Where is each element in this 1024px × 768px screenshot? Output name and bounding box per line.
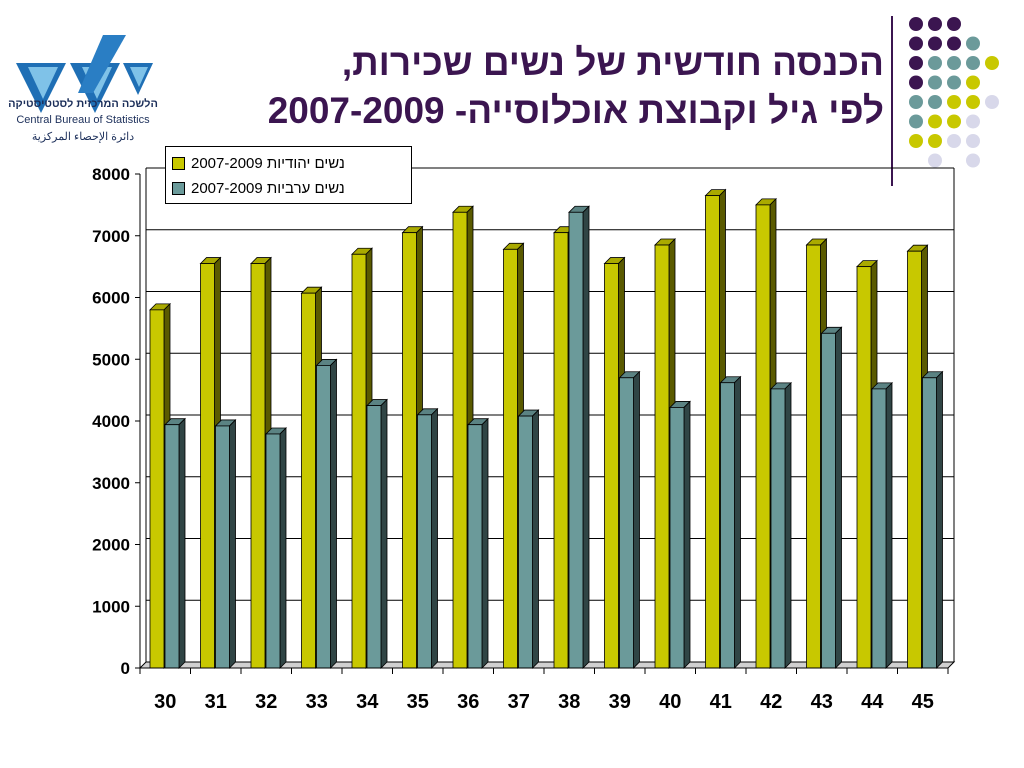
decorative-dot [947, 75, 961, 90]
x-tick-label: 44 [861, 691, 884, 713]
decorative-dot [909, 95, 923, 109]
decorative-dot [966, 153, 980, 168]
decorative-dot [985, 95, 999, 109]
decorative-dot [928, 114, 942, 129]
y-tick-label: 4000 [92, 412, 130, 431]
x-tick-label: 43 [811, 691, 833, 713]
bar-arab [214, 418, 237, 669]
bar-arab [871, 381, 893, 669]
decorative-dot [985, 56, 999, 70]
bar-arab [669, 400, 691, 669]
decorative-dot [928, 75, 942, 90]
x-tick-label: 37 [508, 691, 530, 713]
decorative-dot-grid [909, 17, 999, 168]
logo-name-hebrew: הלשכה המרכזית לסטטיסטיקה [8, 98, 158, 110]
decorative-dot [966, 114, 980, 129]
y-tick-label: 8000 [92, 165, 130, 184]
decorative-dot [909, 36, 923, 51]
x-tick-label: 39 [609, 691, 631, 713]
decorative-dot [947, 114, 961, 129]
legend-swatch-jewish [172, 156, 185, 170]
x-tick-label: 41 [710, 691, 732, 713]
logo-name-english: Central Bureau of Statistics [16, 114, 150, 126]
x-tick-label: 35 [407, 691, 429, 713]
x-tick-label: 40 [659, 691, 681, 713]
legend-swatch-arab [172, 181, 185, 195]
decorative-dot [966, 36, 980, 51]
decorative-dot [928, 134, 942, 148]
x-tick-label: 34 [356, 691, 379, 713]
decorative-dot [928, 95, 942, 109]
bar-arab [366, 398, 388, 669]
chart-legend: נשים יהודיות 2007-2009 נשים ערביות 2007-… [165, 146, 412, 204]
y-tick-label: 1000 [92, 597, 130, 616]
x-tick-label: 30 [154, 691, 176, 713]
bar-arab [618, 370, 641, 669]
bar-arab [770, 381, 792, 669]
x-tick-label: 38 [558, 691, 580, 713]
chart-title-line1: הכנסה חודשית של נשים שכירות, [341, 42, 884, 83]
bar-arab [921, 370, 944, 669]
legend-item-arab: נשים ערביות 2007-2009 [172, 178, 345, 198]
decorative-dot [966, 134, 980, 148]
decorative-dot [928, 56, 942, 70]
title-divider [891, 16, 893, 186]
x-tick-label: 32 [255, 691, 277, 713]
y-tick-label: 3000 [92, 474, 130, 493]
cbs-logo [16, 35, 153, 113]
bar-arab [467, 417, 489, 669]
decorative-dot [966, 95, 980, 109]
decorative-dot [928, 17, 942, 31]
legend-label-arab: נשים ערביות 2007-2009 [191, 179, 345, 197]
y-tick-label: 5000 [92, 350, 130, 369]
decorative-dot [909, 17, 923, 31]
decorative-dot [966, 56, 980, 70]
y-tick-label: 6000 [92, 289, 130, 308]
y-tick-label: 7000 [92, 227, 130, 246]
decorative-dot [947, 17, 961, 31]
x-tick-label: 36 [457, 691, 479, 713]
y-tick-label: 2000 [92, 536, 130, 555]
legend-item-jewish: נשים יהודיות 2007-2009 [172, 153, 345, 173]
bar-arab [517, 409, 540, 669]
bar-arab [416, 407, 439, 669]
decorative-dot [947, 95, 961, 109]
x-tick-label: 33 [306, 691, 328, 713]
x-tick-label: 45 [912, 691, 934, 713]
logo-name-arabic: دائرة الإحصاء المركزية [31, 131, 135, 143]
bar-arab [315, 358, 338, 669]
decorative-dot [928, 153, 942, 168]
decorative-dot [909, 134, 923, 148]
decorative-dot [947, 134, 961, 148]
decorative-dot [909, 114, 923, 129]
decorative-dot [966, 75, 980, 90]
legend-label-jewish: נשים יהודיות 2007-2009 [191, 154, 345, 172]
bar-arab [265, 427, 287, 669]
x-tick-label: 31 [205, 691, 227, 713]
decorative-dot [909, 56, 923, 70]
decorative-dot [947, 36, 961, 51]
bar-arab [164, 417, 186, 669]
bar-arab [820, 326, 843, 669]
decorative-dot [909, 75, 923, 90]
decorative-dot [947, 56, 961, 70]
bar-arab [568, 205, 590, 669]
chart-title-line2: לפי גיל וקבוצת אוכלוסייה- 2007-2009 [267, 90, 884, 131]
decorative-dot [928, 36, 942, 51]
bar-arab [719, 375, 742, 669]
y-tick-label: 0 [121, 659, 130, 678]
x-tick-label: 42 [760, 691, 782, 713]
